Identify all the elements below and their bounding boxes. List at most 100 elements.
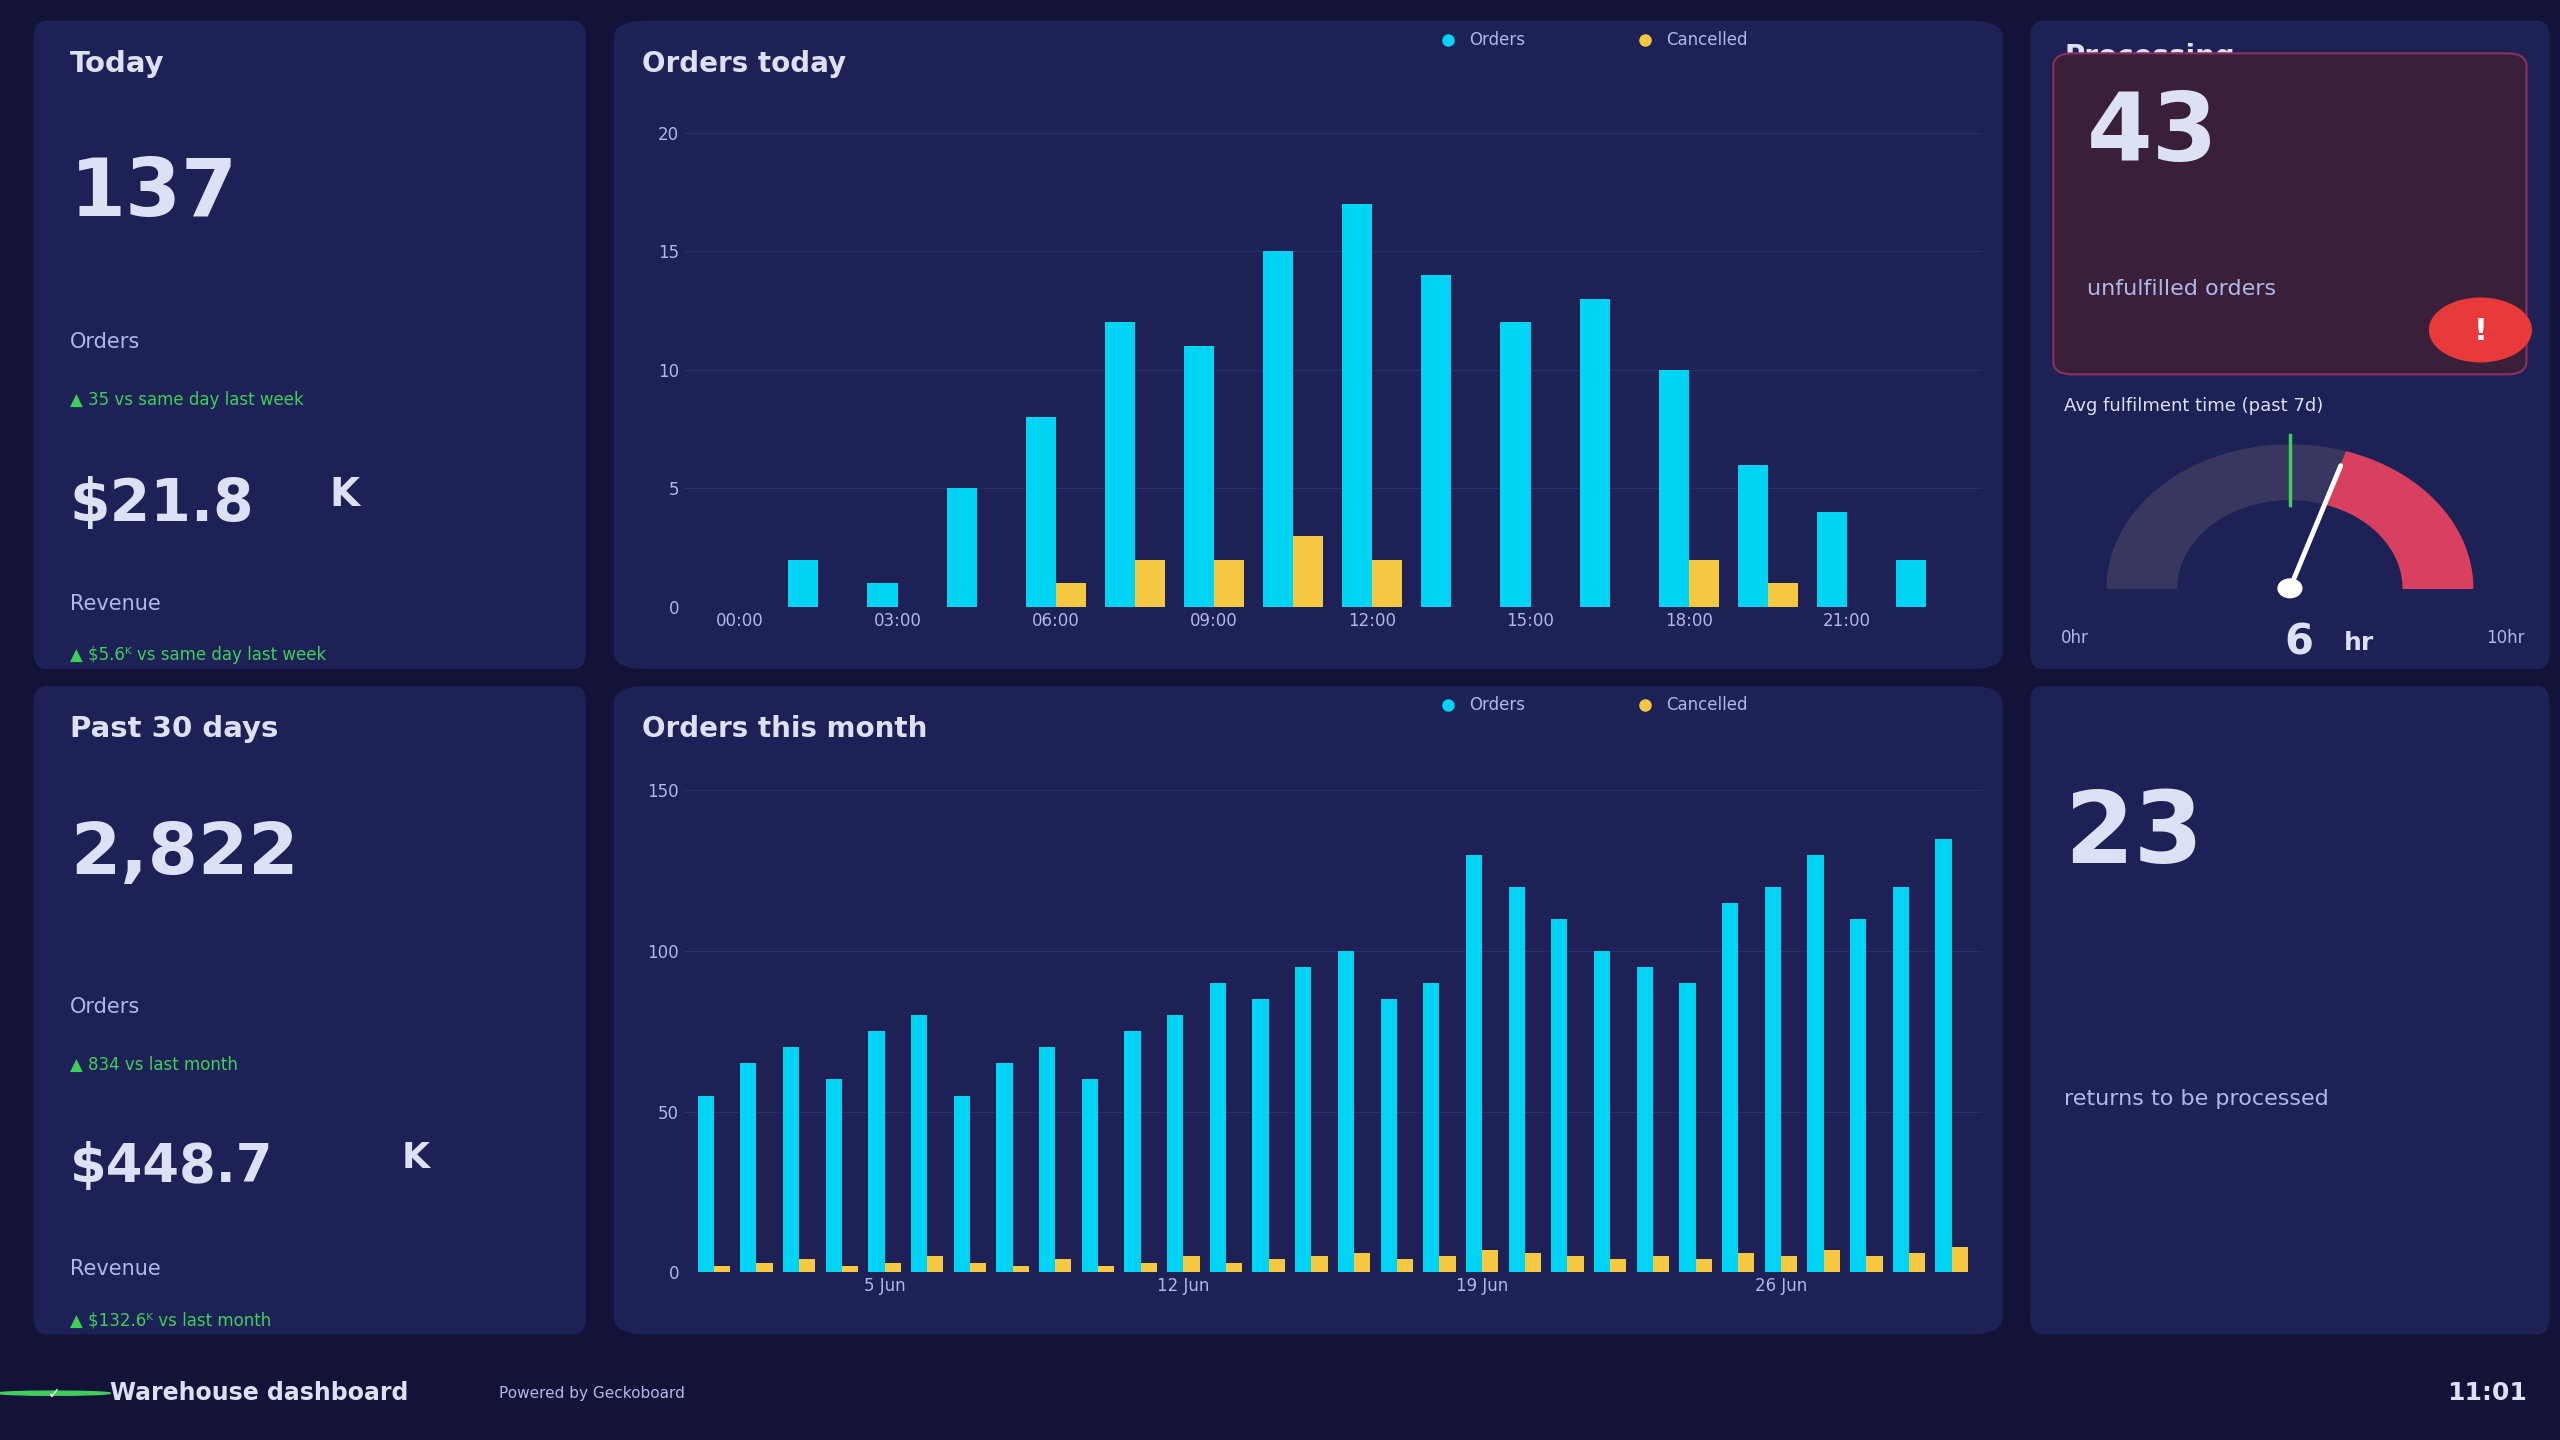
Bar — [927, 1256, 945, 1273]
Bar — [1134, 560, 1165, 608]
Text: ▲ 834 vs last month: ▲ 834 vs last month — [69, 1056, 238, 1074]
Bar — [1526, 1253, 1541, 1273]
Text: 23: 23 — [2063, 788, 2204, 884]
Text: Today: Today — [69, 50, 164, 78]
Text: ▲ $5.6ᴷ vs same day last week: ▲ $5.6ᴷ vs same day last week — [69, 647, 325, 664]
Bar — [1567, 1256, 1585, 1273]
Bar — [996, 1063, 1014, 1273]
Bar — [1892, 887, 1910, 1273]
Text: Cancelled: Cancelled — [1667, 32, 1748, 49]
Bar — [755, 1263, 773, 1273]
Bar — [1421, 275, 1452, 608]
Bar — [1659, 370, 1690, 608]
Bar — [1580, 298, 1610, 608]
Bar — [1636, 968, 1654, 1273]
Bar — [1551, 919, 1567, 1273]
Bar — [1311, 1256, 1329, 1273]
Bar — [1951, 1247, 1969, 1273]
Text: Orders: Orders — [1469, 32, 1526, 49]
Bar — [1679, 984, 1695, 1273]
FancyBboxPatch shape — [2053, 53, 2527, 374]
Text: hr: hr — [2345, 631, 2376, 655]
Bar — [1039, 1047, 1055, 1273]
Bar — [1695, 1260, 1713, 1273]
Bar — [1027, 418, 1055, 608]
Bar — [842, 1266, 858, 1273]
Text: ▲ 35 vs same day last week: ▲ 35 vs same day last week — [69, 390, 305, 409]
Text: Orders this month: Orders this month — [643, 716, 927, 743]
Bar — [886, 1263, 901, 1273]
Bar — [1866, 1256, 1882, 1273]
Text: !: ! — [2473, 317, 2488, 346]
Bar — [1372, 560, 1403, 608]
Text: $21.8: $21.8 — [69, 475, 253, 533]
Bar — [1769, 583, 1797, 608]
Text: Past 30 days: Past 30 days — [69, 716, 279, 743]
Bar — [1782, 1256, 1797, 1273]
Text: Cancelled: Cancelled — [1667, 697, 1748, 714]
Bar — [1398, 1260, 1413, 1273]
Bar — [1897, 560, 1925, 608]
Text: $448.7: $448.7 — [69, 1140, 274, 1194]
Bar — [799, 1260, 814, 1273]
FancyBboxPatch shape — [614, 685, 2002, 1335]
Text: Orders: Orders — [1469, 697, 1526, 714]
Bar — [1423, 984, 1439, 1273]
Text: Orders: Orders — [69, 331, 141, 351]
Circle shape — [2278, 579, 2301, 598]
Bar — [1935, 838, 1951, 1273]
Text: 137: 137 — [69, 156, 238, 233]
Bar — [1508, 887, 1526, 1273]
Bar — [1341, 204, 1372, 608]
Bar — [1654, 1256, 1669, 1273]
Bar — [911, 1015, 927, 1273]
Bar — [947, 488, 978, 608]
FancyBboxPatch shape — [614, 20, 2002, 670]
Bar — [1738, 465, 1769, 608]
Bar — [955, 1096, 970, 1273]
FancyBboxPatch shape — [33, 20, 586, 670]
Text: Orders today: Orders today — [643, 50, 845, 78]
Bar — [1354, 1253, 1370, 1273]
FancyBboxPatch shape — [2030, 20, 2550, 670]
Bar — [1482, 1250, 1498, 1273]
Text: ✓: ✓ — [49, 1385, 59, 1401]
Text: K: K — [402, 1140, 430, 1175]
Text: Warehouse dashboard: Warehouse dashboard — [110, 1381, 410, 1405]
Text: 11:01: 11:01 — [2447, 1381, 2527, 1405]
Bar — [1124, 1031, 1142, 1273]
Bar — [714, 1266, 730, 1273]
Polygon shape — [2107, 445, 2473, 589]
Bar — [788, 560, 819, 608]
Bar — [1910, 1253, 1925, 1273]
Bar — [1823, 1250, 1841, 1273]
Bar — [1183, 346, 1213, 608]
Bar — [1106, 323, 1134, 608]
Bar — [1098, 1266, 1114, 1273]
Text: K: K — [330, 475, 358, 514]
Bar — [1807, 854, 1823, 1273]
Bar — [1439, 1256, 1457, 1273]
Bar — [1723, 903, 1738, 1273]
Bar — [696, 1096, 714, 1273]
Text: unfulfilled orders: unfulfilled orders — [2086, 279, 2276, 300]
Bar — [1339, 950, 1354, 1273]
Bar — [1183, 1256, 1201, 1273]
Bar — [1500, 323, 1531, 608]
Bar — [1818, 513, 1846, 608]
Bar — [1211, 984, 1226, 1273]
Bar — [1262, 251, 1293, 608]
Bar — [1293, 536, 1324, 608]
Bar — [1213, 560, 1244, 608]
Text: Avg fulfilment time (past 7d): Avg fulfilment time (past 7d) — [2063, 397, 2324, 415]
Bar — [1014, 1266, 1029, 1273]
Bar — [824, 1080, 842, 1273]
Bar — [1380, 999, 1398, 1273]
Bar — [868, 583, 899, 608]
Bar — [783, 1047, 799, 1273]
Bar — [1467, 854, 1482, 1273]
Polygon shape — [2324, 452, 2473, 589]
Text: 10hr: 10hr — [2486, 629, 2524, 648]
Bar — [1270, 1260, 1285, 1273]
Bar — [970, 1263, 986, 1273]
